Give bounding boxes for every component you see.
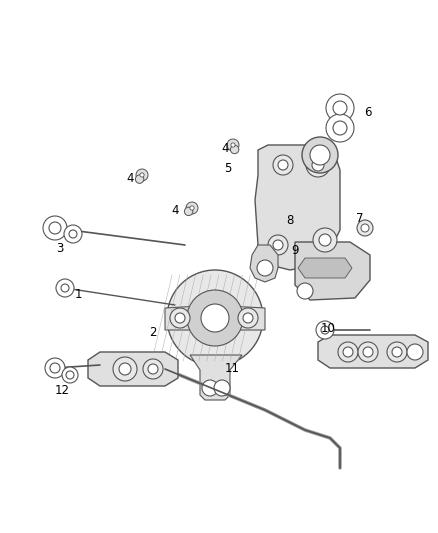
Circle shape: [238, 308, 258, 328]
Circle shape: [119, 363, 131, 375]
Circle shape: [407, 344, 423, 360]
Circle shape: [310, 145, 330, 165]
Circle shape: [56, 279, 74, 297]
Circle shape: [61, 284, 69, 292]
Circle shape: [257, 260, 273, 276]
Circle shape: [187, 290, 243, 346]
Circle shape: [49, 222, 61, 234]
Circle shape: [358, 342, 378, 362]
Circle shape: [302, 137, 338, 173]
Circle shape: [113, 357, 137, 381]
Circle shape: [273, 155, 293, 175]
Circle shape: [184, 207, 193, 215]
Circle shape: [170, 308, 190, 328]
Text: 6: 6: [364, 106, 372, 118]
Circle shape: [230, 146, 239, 154]
Text: 4: 4: [126, 172, 134, 184]
Polygon shape: [318, 335, 428, 368]
Circle shape: [392, 347, 402, 357]
Text: 11: 11: [225, 361, 240, 375]
Circle shape: [148, 364, 158, 374]
Text: 12: 12: [54, 384, 70, 397]
Circle shape: [136, 169, 148, 181]
Circle shape: [66, 371, 74, 379]
Text: 9: 9: [291, 244, 299, 256]
Polygon shape: [298, 258, 352, 278]
Circle shape: [243, 313, 253, 323]
Circle shape: [135, 175, 144, 183]
Circle shape: [306, 153, 330, 177]
Text: 4: 4: [221, 141, 229, 155]
Circle shape: [62, 367, 78, 383]
Circle shape: [316, 321, 334, 339]
Circle shape: [69, 230, 77, 238]
Circle shape: [140, 173, 144, 177]
Circle shape: [186, 202, 198, 214]
Circle shape: [338, 342, 358, 362]
Text: 2: 2: [149, 326, 157, 338]
Text: 4: 4: [171, 204, 179, 216]
Polygon shape: [165, 306, 202, 330]
Text: 5: 5: [224, 161, 232, 174]
Circle shape: [333, 101, 347, 115]
Circle shape: [231, 143, 235, 147]
Text: 7: 7: [356, 212, 364, 224]
Circle shape: [363, 347, 373, 357]
Polygon shape: [190, 355, 242, 400]
Circle shape: [319, 234, 331, 246]
Circle shape: [167, 270, 263, 366]
Circle shape: [143, 359, 163, 379]
Circle shape: [175, 313, 185, 323]
Polygon shape: [250, 245, 278, 282]
Circle shape: [43, 216, 67, 240]
Circle shape: [326, 114, 354, 142]
Circle shape: [45, 358, 65, 378]
Circle shape: [64, 225, 82, 243]
Circle shape: [357, 220, 373, 236]
Circle shape: [273, 240, 283, 250]
Circle shape: [333, 121, 347, 135]
Text: 10: 10: [321, 321, 336, 335]
Text: 8: 8: [286, 214, 294, 227]
Circle shape: [268, 235, 288, 255]
Circle shape: [201, 304, 229, 332]
Circle shape: [297, 283, 313, 299]
Circle shape: [326, 94, 354, 122]
Circle shape: [202, 380, 218, 396]
Text: 3: 3: [57, 241, 64, 254]
Polygon shape: [255, 145, 340, 270]
Circle shape: [227, 139, 239, 151]
Circle shape: [361, 224, 369, 232]
Circle shape: [313, 228, 337, 252]
Circle shape: [214, 380, 230, 396]
Circle shape: [343, 347, 353, 357]
Polygon shape: [295, 242, 370, 300]
Polygon shape: [88, 352, 178, 386]
Text: 1: 1: [74, 288, 82, 302]
Polygon shape: [226, 306, 265, 330]
Circle shape: [190, 206, 194, 210]
Circle shape: [321, 326, 329, 334]
Circle shape: [50, 363, 60, 373]
Circle shape: [278, 160, 288, 170]
Circle shape: [312, 159, 324, 171]
Circle shape: [387, 342, 407, 362]
